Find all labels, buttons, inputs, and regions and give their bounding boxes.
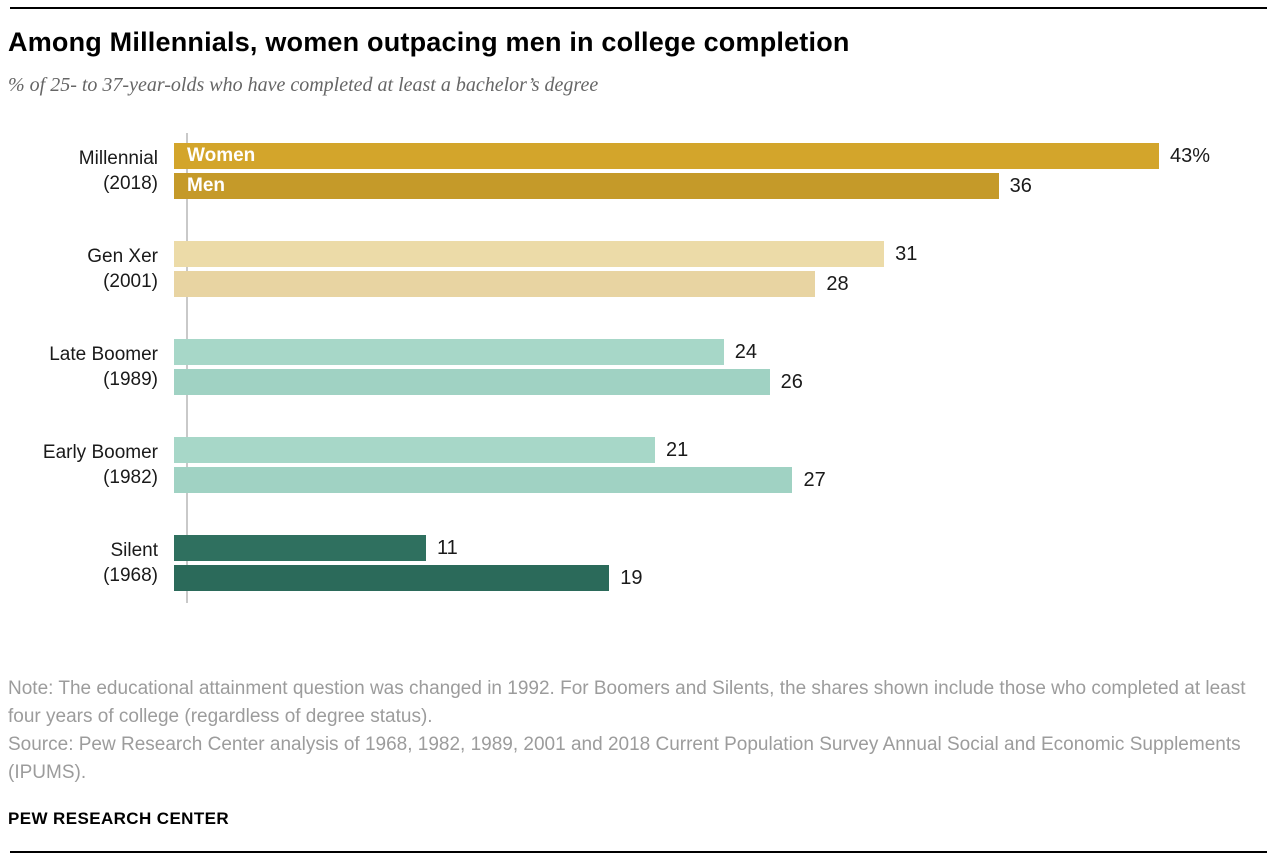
category-label: Gen Xer (2001) xyxy=(0,241,172,297)
bar-men xyxy=(174,467,793,493)
chart-subtitle: % of 25- to 37-year-olds who have comple… xyxy=(8,74,599,96)
y-axis-line xyxy=(186,133,188,603)
top-rule xyxy=(10,7,1267,9)
bar-women: Women xyxy=(174,143,1159,169)
bar-group: Gen Xer (2001) 31 28 xyxy=(0,241,1277,297)
bar-chart: Millennial (2018) Women 43% Men 36 Gen Xer (200… xyxy=(0,133,1277,603)
bar-men: Men xyxy=(174,173,999,199)
source-text: Source: Pew Research Center analysis of … xyxy=(8,734,1241,783)
bar-row: Women 43% xyxy=(174,143,1210,169)
bar-pair: 24 26 xyxy=(172,339,1277,395)
bottom-rule xyxy=(10,851,1267,853)
bar-pair: 31 28 xyxy=(172,241,1277,297)
bar-women xyxy=(174,535,426,561)
bar-row: Men 36 xyxy=(174,173,1159,199)
series-label-women: Women xyxy=(187,145,256,166)
category-label-line: (1989) xyxy=(103,369,158,390)
bar-women xyxy=(174,437,656,463)
value-label: 27 xyxy=(803,468,826,491)
value-label: 31 xyxy=(895,242,918,265)
bar-women xyxy=(174,339,724,365)
bar-pair: 11 19 xyxy=(172,535,1277,591)
value-label: 21 xyxy=(666,438,689,461)
bar-row: 27 xyxy=(174,467,1159,493)
bar-row: 11 xyxy=(174,535,1159,561)
category-label-line: Silent xyxy=(110,540,158,561)
bar-pair: 21 27 xyxy=(172,437,1277,493)
value-label: 11 xyxy=(436,536,458,559)
footer-brand: PEW RESEARCH CENTER xyxy=(8,809,230,828)
category-label: Millennial (2018) xyxy=(0,143,172,199)
value-label: 28 xyxy=(826,272,849,295)
category-label: Early Boomer (1982) xyxy=(0,437,172,493)
note-text: Note: The educational attainment questio… xyxy=(8,678,1246,727)
value-label: 36 xyxy=(1009,174,1032,197)
bar-row: 21 xyxy=(174,437,1159,463)
category-label-line: Early Boomer xyxy=(42,442,158,463)
bar-women xyxy=(174,241,885,267)
category-label-line: (1968) xyxy=(103,565,158,586)
bar-men xyxy=(174,271,816,297)
category-label-line: (2018) xyxy=(103,173,158,194)
category-label: Late Boomer (1989) xyxy=(0,339,172,395)
category-label-line: Late Boomer xyxy=(49,344,158,365)
chart-title: Among Millennials, women outpacing men i… xyxy=(8,27,850,57)
bar-group: Silent (1968) 11 19 xyxy=(0,535,1277,591)
bar-row: 28 xyxy=(174,271,1159,297)
bar-row: 31 xyxy=(174,241,1159,267)
value-label: 24 xyxy=(734,340,758,363)
bar-group: Millennial (2018) Women 43% Men 36 xyxy=(0,143,1277,199)
bar-row: 24 xyxy=(174,339,1159,365)
bar-pair: Women 43% Men 36 xyxy=(172,143,1277,199)
bar-group: Early Boomer (1982) 21 27 xyxy=(0,437,1277,493)
bar-row: 26 xyxy=(174,369,1159,395)
value-label: 19 xyxy=(620,566,643,589)
series-label-men: Men xyxy=(187,175,225,196)
bar-men xyxy=(174,369,770,395)
bar-group: Late Boomer (1989) 24 26 xyxy=(0,339,1277,395)
value-label: 43% xyxy=(1170,144,1211,167)
notes-block: Note: The educational attainment questio… xyxy=(8,675,1258,787)
category-label-line: (2001) xyxy=(103,271,158,292)
category-label-line: Gen Xer xyxy=(87,246,158,267)
bar-row: 19 xyxy=(174,565,1159,591)
category-label: Silent (1968) xyxy=(0,535,172,591)
chart-groups: Millennial (2018) Women 43% Men 36 Gen Xer (200… xyxy=(0,143,1277,591)
value-label: 26 xyxy=(780,370,803,393)
category-label-line: Millennial xyxy=(78,148,158,169)
category-label-line: (1982) xyxy=(103,467,158,488)
bar-men xyxy=(174,565,610,591)
